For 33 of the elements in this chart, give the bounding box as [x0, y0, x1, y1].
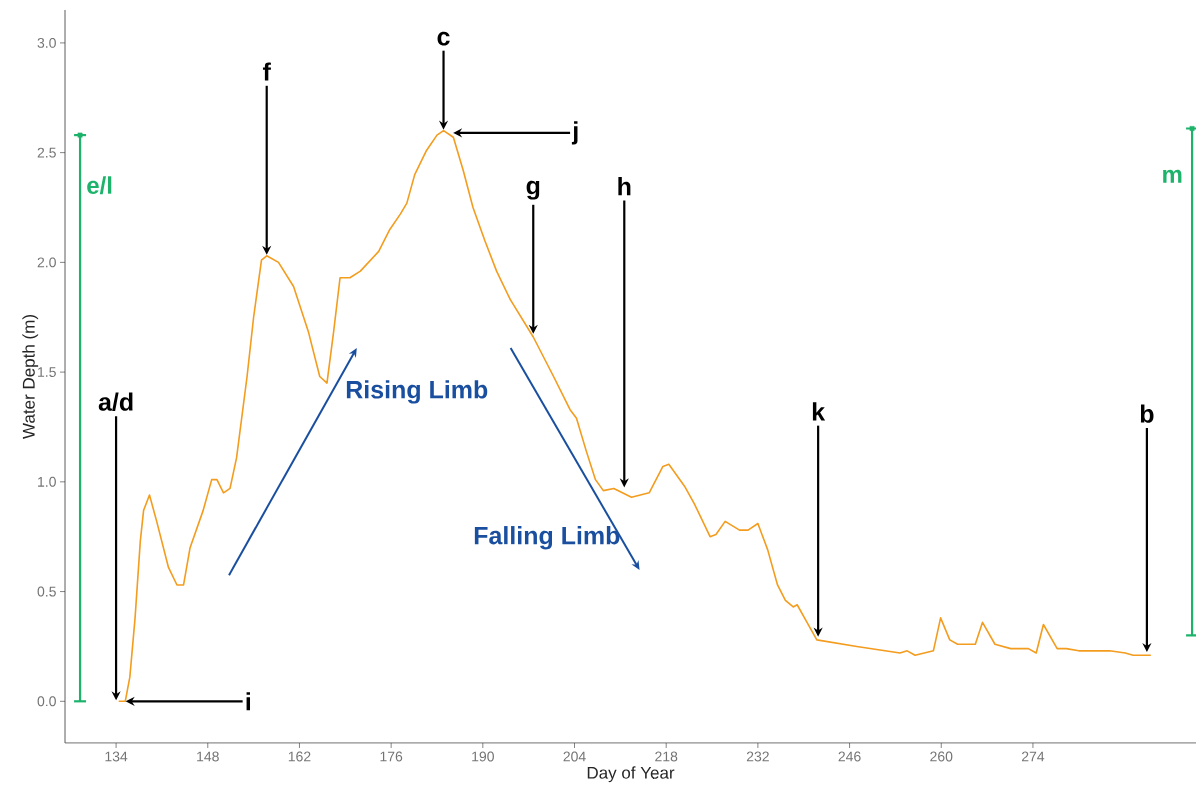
- y-tick-label: 0.5: [37, 586, 56, 597]
- x-tick-label: 204: [563, 751, 586, 762]
- x-tick-label: 218: [655, 751, 678, 762]
- x-tick-label: 260: [930, 751, 953, 762]
- x-tick-label: 176: [380, 751, 403, 762]
- annotation: Falling Limb: [474, 526, 620, 550]
- x-tick-label: 274: [1021, 751, 1045, 762]
- x-tick-label: 148: [197, 751, 219, 762]
- x-tick-label: 232: [746, 751, 769, 762]
- x-tick-label: 190: [472, 751, 494, 762]
- y-tick-label: 0.0: [37, 696, 56, 707]
- x-tick-label: 246: [838, 751, 861, 762]
- annotation: c: [437, 31, 450, 46]
- series-label: e/l: [87, 176, 112, 195]
- annotation: f: [262, 62, 271, 81]
- y-tick-label: 1.5: [38, 367, 56, 377]
- y-tick-label: 1.0: [38, 476, 56, 487]
- y-tick-label: 3.0: [37, 37, 56, 48]
- annotation: h: [618, 177, 631, 196]
- annotation: a/d: [98, 392, 133, 412]
- x-axis-title: Day of Year: [587, 766, 675, 783]
- x-tick-label: 162: [288, 751, 311, 762]
- annotation: g: [526, 180, 540, 200]
- y-tick-label: 2.5: [37, 147, 56, 158]
- x-tick-label: 134: [105, 751, 128, 762]
- annotation: b: [1140, 404, 1154, 423]
- annotation: k: [812, 402, 826, 421]
- annotation: j: [571, 121, 578, 145]
- series-label: m: [1163, 169, 1182, 183]
- y-tick-label: 2.0: [37, 257, 56, 268]
- y-axis-title: Water Depth (m): [22, 315, 39, 439]
- annotation: Rising Limb: [346, 380, 488, 404]
- annotation: i: [246, 692, 251, 711]
